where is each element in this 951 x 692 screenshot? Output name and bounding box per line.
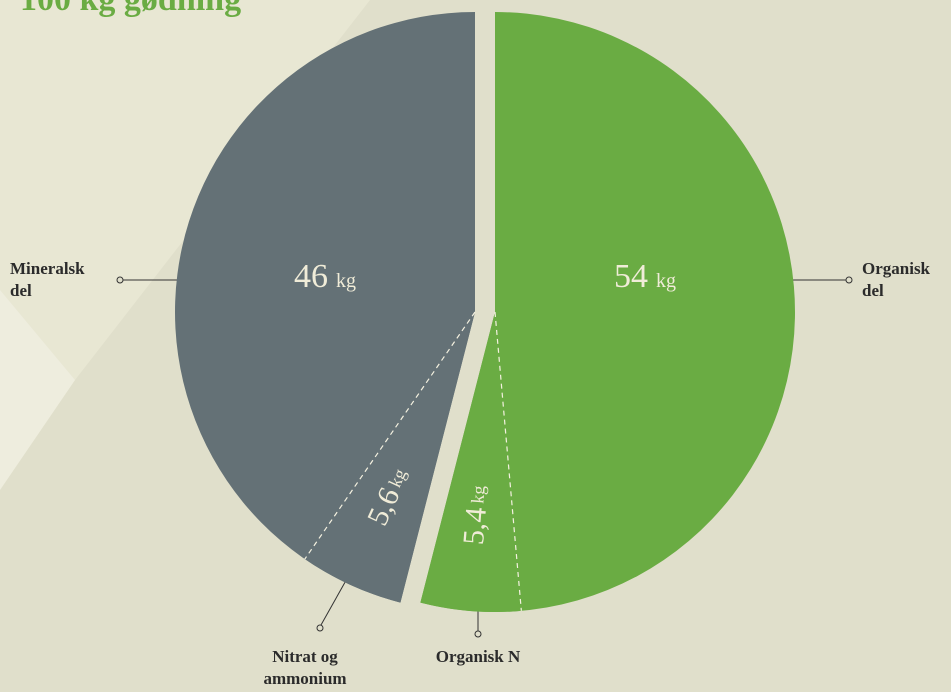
subslice bbox=[304, 312, 475, 603]
chart-title: 100 kg gødning bbox=[20, 0, 241, 18]
divider bbox=[304, 311, 476, 560]
value: 54 bbox=[614, 258, 648, 295]
divider bbox=[494, 311, 522, 611]
subslice-value-label: 5,4kg bbox=[457, 484, 495, 546]
value: 5,4 bbox=[457, 506, 493, 546]
slice-label: Mineralsk del bbox=[10, 259, 85, 300]
unit: kg bbox=[336, 270, 356, 292]
subslice-label: Nitrat og ammonium bbox=[263, 647, 347, 688]
value-label: 46 kg bbox=[294, 258, 356, 295]
slice bbox=[420, 12, 795, 612]
bg-shape bbox=[0, 290, 75, 490]
unit: kg bbox=[656, 270, 676, 292]
value-label: 54 kg bbox=[614, 258, 676, 295]
subslice bbox=[420, 312, 522, 613]
unit: kg bbox=[467, 485, 488, 505]
bg-shape bbox=[0, 0, 370, 490]
subslice-label: Organisk N bbox=[435, 647, 521, 666]
slice-label: Organisk del bbox=[862, 259, 931, 300]
value: 46 bbox=[294, 258, 328, 295]
